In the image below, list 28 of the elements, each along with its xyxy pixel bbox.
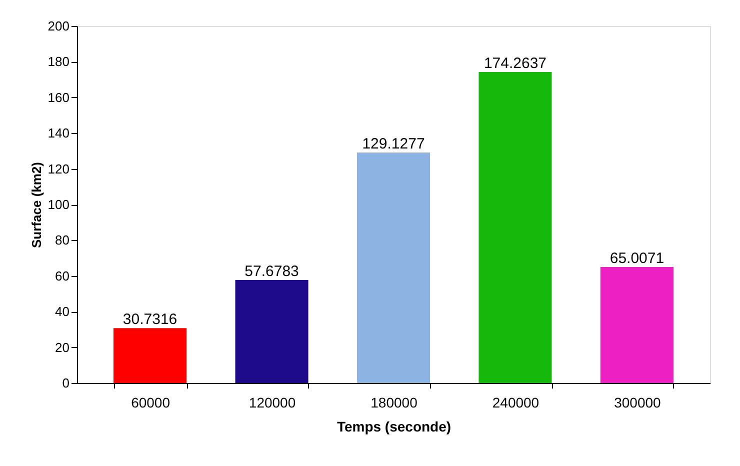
x-tick-label: 180000 — [370, 394, 418, 410]
x-tick-label: 60000 — [131, 394, 170, 410]
y-tick-label: 200 — [48, 18, 70, 34]
bar — [478, 72, 552, 383]
y-axis-title: Surface (km2) — [28, 162, 44, 248]
y-tick-label: 60 — [55, 268, 70, 284]
y-tick-label: 160 — [48, 90, 70, 105]
x-tick-label: 300000 — [614, 394, 662, 410]
bar — [600, 266, 674, 383]
bar — [114, 328, 187, 383]
y-tick-label: 180 — [48, 54, 70, 70]
data-label: 57.6783 — [244, 263, 299, 280]
data-label: 174.2637 — [484, 54, 547, 72]
data-label: 30.7316 — [122, 311, 178, 328]
y-tick-label: 120 — [48, 161, 70, 176]
data-label: 65.0071 — [610, 250, 664, 267]
y-tick-label: 80 — [55, 232, 70, 248]
x-axis-title: Temps (seconde) — [336, 418, 452, 434]
y-tick-label: 100 — [48, 197, 70, 212]
y-tick-label: 0 — [62, 376, 70, 390]
x-tick-label: 240000 — [492, 394, 540, 410]
y-tick-label: 20 — [55, 340, 70, 355]
x-tick-label: 120000 — [248, 394, 296, 410]
y-tick-label: 40 — [55, 304, 70, 320]
data-label: 129.1277 — [362, 136, 425, 153]
bar — [356, 152, 430, 383]
y-tick-label: 140 — [48, 126, 70, 141]
bar — [235, 280, 308, 383]
